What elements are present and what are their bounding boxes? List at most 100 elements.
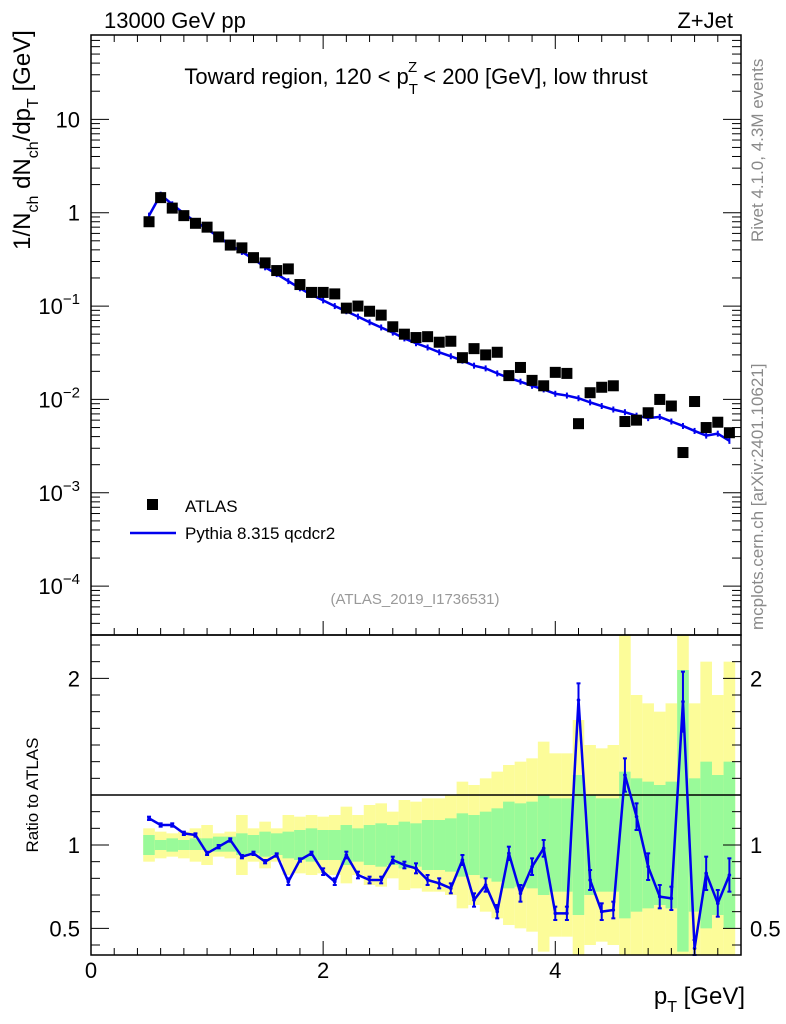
- y-tick-label-main: 1: [68, 201, 80, 226]
- ratio-point: [158, 823, 163, 827]
- axis-tick-labels: 10 1 10−1 10−2 10−3 10−4 0.5 0.5 1 1 2 2 0 2 4: [38, 107, 780, 983]
- atlas-data-point: [236, 242, 248, 254]
- ratio-band-inner: [665, 781, 678, 909]
- ratio-point: [240, 854, 244, 859]
- ratio-band-inner: [653, 785, 666, 905]
- atlas-data-point: [340, 302, 352, 314]
- ratio-band-inner: [572, 775, 585, 915]
- atlas-data-point: [259, 257, 271, 269]
- ratio-point: [611, 908, 616, 912]
- ratio-point: [495, 909, 500, 914]
- ratio-point: [182, 831, 186, 836]
- ratio-point: [321, 869, 325, 874]
- atlas-data-point: [213, 231, 225, 243]
- ratio-band-inner: [491, 808, 504, 882]
- atlas-data-point: [248, 252, 259, 264]
- ratio-band-inner: [503, 801, 515, 889]
- ratio-band-inner: [607, 798, 620, 892]
- ratio-point: [599, 909, 604, 914]
- header-energy-label: 13000 GeV pp: [104, 8, 246, 33]
- ratio-point: [205, 851, 209, 856]
- atlas-data-point: [189, 217, 201, 229]
- atlas-data-point: [387, 321, 399, 333]
- y-tick-label-main: 10−1: [38, 291, 80, 319]
- ratio-band-inner: [468, 815, 480, 875]
- ratio-point: [518, 891, 523, 896]
- ratio-series-group: [147, 670, 732, 956]
- atlas-data-point: [143, 216, 155, 228]
- atlas-data-point: [294, 279, 306, 291]
- atlas-data-point: [723, 427, 735, 439]
- ratio-band-inner: [688, 778, 701, 912]
- ratio-band-inner: [479, 811, 492, 879]
- ratio-point: [727, 873, 732, 877]
- atlas-data-point: [631, 414, 643, 426]
- ratio-band-inner: [340, 825, 353, 865]
- ratio-band-inner: [421, 820, 434, 870]
- atlas-data-point: [584, 387, 596, 399]
- ratio-band-inner: [561, 798, 573, 892]
- legend-label-pythia: Pythia 8.315 qcdcr2: [185, 524, 335, 543]
- atlas-data-point: [677, 447, 689, 459]
- ratio-point: [425, 878, 430, 882]
- y-tick-label-ratio: 1: [68, 833, 80, 858]
- ratio-point: [715, 901, 720, 906]
- ratio-point: [390, 858, 395, 862]
- ratio-band-inner: [445, 818, 457, 872]
- atlas-data-point: [178, 210, 190, 222]
- atlas-data-point: [282, 263, 294, 275]
- ratio-band-inner: [386, 825, 399, 865]
- y-tick-label-main: 10−4: [38, 571, 80, 599]
- ratio-band-inner: [410, 823, 422, 867]
- ratio-band-inner: [247, 835, 260, 854]
- atlas-data-point: [619, 416, 631, 428]
- y-tick-label-ratio-right: 1: [750, 833, 762, 858]
- ratio-point: [646, 864, 650, 869]
- ratio-point: [379, 878, 383, 882]
- atlas-data-point: [410, 332, 422, 344]
- ratio-band-inner: [189, 838, 202, 850]
- ratio-point: [530, 864, 534, 869]
- ratio-band-inner: [224, 836, 237, 852]
- mcplots-source-label: mcplots.cern.ch [arXiv:2401.10621]: [748, 364, 767, 630]
- atlas-data-point: [514, 361, 526, 373]
- ratio-band-inner: [305, 828, 318, 862]
- ratio-band-inner: [642, 781, 654, 909]
- atlas-data-point: [445, 335, 457, 347]
- atlas-data-point: [526, 374, 538, 386]
- atlas-data-point: [317, 286, 329, 298]
- legend-marker-atlas: [147, 499, 158, 510]
- ratio-point: [228, 838, 233, 842]
- atlas-data-point: [306, 286, 318, 298]
- x-tick-label: 4: [549, 958, 561, 983]
- ratio-point: [576, 698, 581, 702]
- atlas-data-point: [166, 202, 178, 214]
- ratio-band-inner: [363, 825, 376, 865]
- y-tick-label-main: 10−2: [38, 384, 80, 412]
- ratio-point: [332, 879, 337, 884]
- atlas-data-point: [549, 366, 561, 378]
- ratio-point: [541, 846, 546, 851]
- main-series-group: [143, 191, 735, 459]
- ratio-point: [623, 773, 627, 777]
- ratio-point: [553, 911, 558, 916]
- ratio-point: [298, 858, 302, 862]
- analysis-annotation: (ATLAS_2019_I1736531): [330, 591, 499, 608]
- ratio-band-inner: [375, 823, 387, 867]
- ratio-band-inner: [154, 840, 167, 850]
- ratio-point: [437, 881, 442, 886]
- atlas-data-point: [468, 343, 480, 355]
- ratio-band-inner: [630, 778, 643, 912]
- ratio-point: [483, 883, 488, 887]
- ratio-band-inner: [677, 670, 689, 952]
- plot-title: Toward region, 120 < pTZ < 200 [GeV], lo…: [184, 59, 647, 98]
- atlas-data-point: [503, 370, 515, 382]
- ratio-band-inner: [270, 833, 283, 855]
- main-y-axis-label: 1/Nch dNch/dpT [GeV]: [9, 30, 42, 250]
- atlas-data-point: [607, 380, 619, 392]
- ratio-band-inner: [236, 833, 248, 855]
- ratio-point: [193, 833, 198, 837]
- ratio-point: [274, 853, 279, 857]
- atlas-data-point: [271, 265, 283, 277]
- ratio-point: [147, 816, 151, 821]
